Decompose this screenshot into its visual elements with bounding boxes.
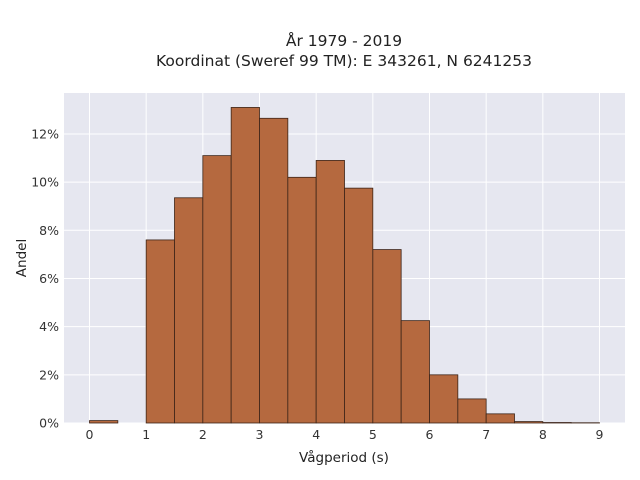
histogram-bar (174, 197, 204, 424)
histogram-bar (429, 374, 459, 424)
y-tick-label: 12% (31, 126, 59, 141)
histogram-bar (145, 239, 175, 424)
histogram-bar (485, 413, 515, 424)
histogram-bar (287, 176, 317, 424)
x-tick-label: 4 (312, 427, 320, 442)
histogram-bar (457, 398, 487, 424)
x-tick-label: 1 (142, 427, 150, 442)
y-tick-label: 0% (39, 416, 59, 431)
x-axis-label: Vågperiod (s) (299, 449, 389, 466)
x-tick-label: 7 (482, 427, 490, 442)
x-tick-label: 8 (539, 427, 547, 442)
histogram-bar (514, 421, 544, 424)
histogram-bar (259, 117, 289, 424)
x-tick-label: 9 (596, 427, 604, 442)
x-tick-label: 5 (369, 427, 377, 442)
histogram-bar (89, 420, 119, 424)
histogram-bar (202, 155, 232, 424)
y-tick-label: 4% (39, 319, 59, 334)
x-tick-label: 6 (426, 427, 434, 442)
chart-title-line-1: År 1979 - 2019 (286, 31, 402, 50)
bars-layer (89, 107, 600, 424)
chart-title-line-2: Koordinat (Sweref 99 TM): E 343261, N 62… (156, 52, 532, 70)
histogram-bar (315, 160, 345, 424)
x-tick-labels: 0 1 2 3 4 5 6 7 8 9 (86, 427, 604, 442)
x-tick-label: 0 (86, 427, 94, 442)
y-tick-label: 2% (39, 367, 59, 382)
y-tick-label: 6% (39, 271, 59, 286)
y-tick-labels: 0% 2% 4% 6% 8% 10% 12% (31, 126, 59, 430)
histogram-bar (344, 187, 374, 424)
y-tick-label: 10% (31, 175, 59, 190)
x-tick-label: 2 (199, 427, 207, 442)
y-tick-label: 8% (39, 223, 59, 238)
x-tick-label: 3 (256, 427, 264, 442)
histogram-bar (400, 320, 430, 424)
histogram-bar (230, 107, 260, 424)
histogram-bar (372, 249, 402, 424)
y-axis-label: Andel (14, 239, 30, 277)
